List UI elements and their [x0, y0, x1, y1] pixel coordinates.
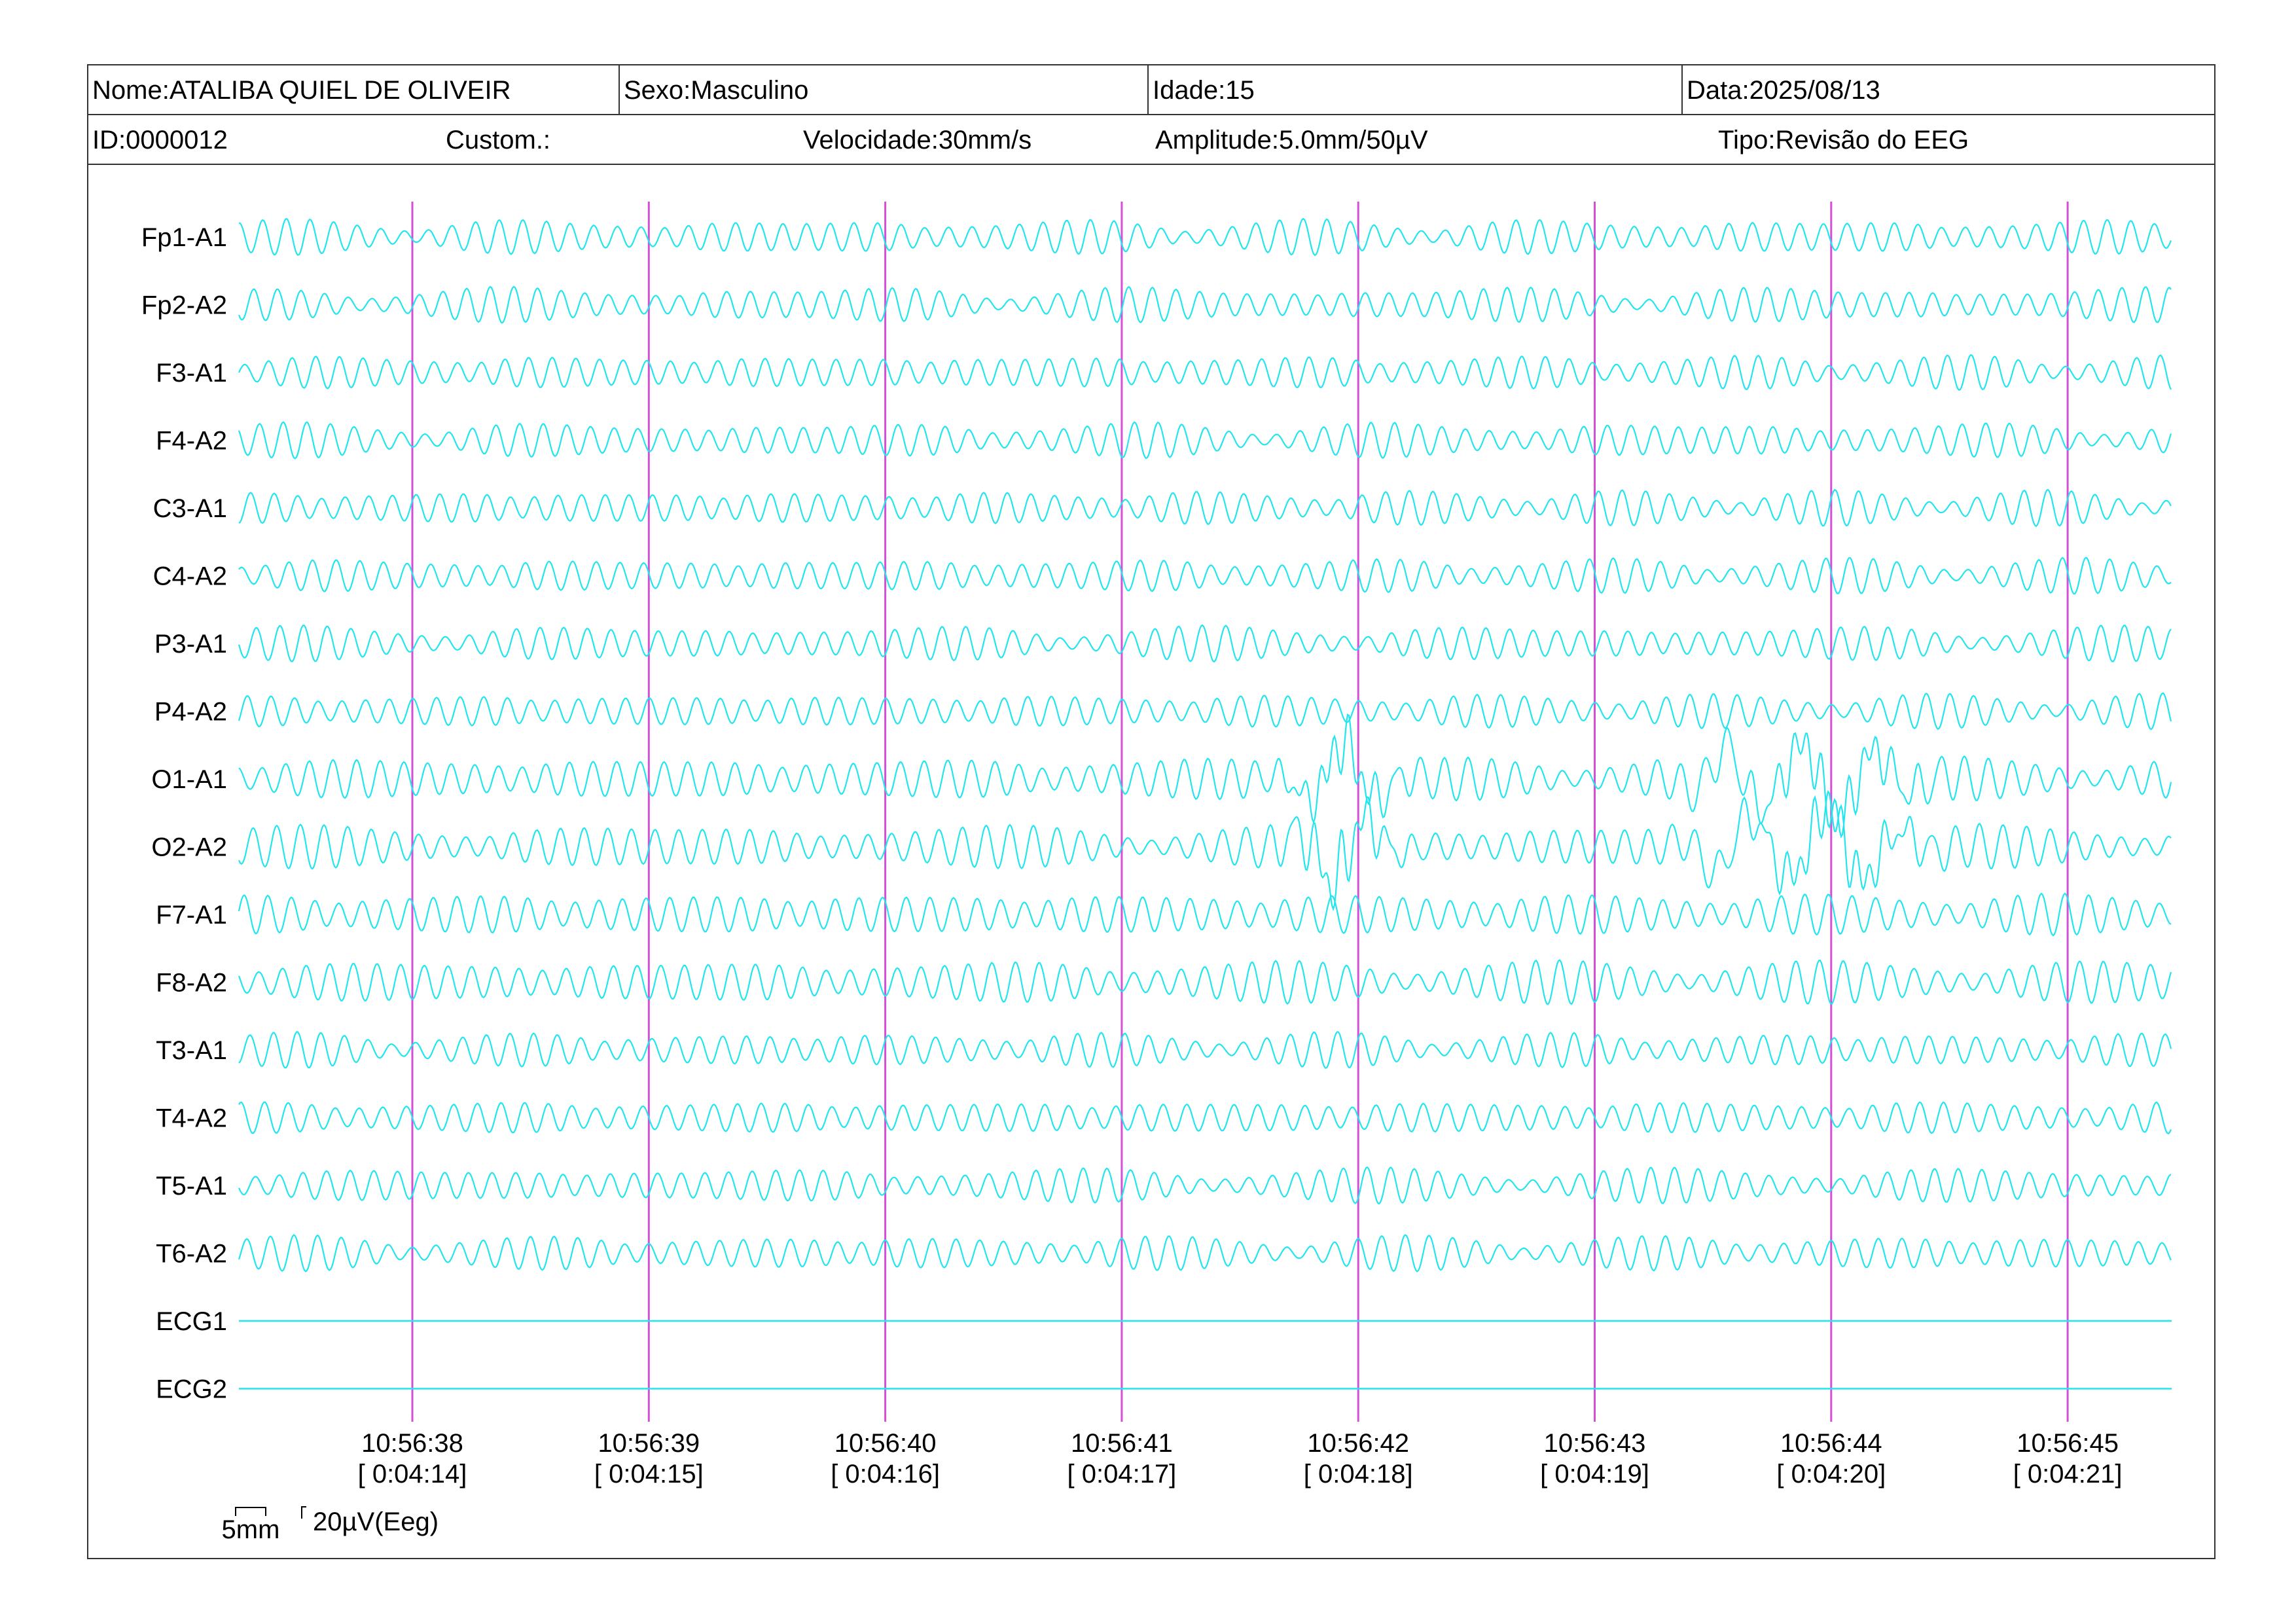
time-label-clock: 10:56:43: [1544, 1429, 1646, 1458]
channel-trace: [238, 692, 2172, 731]
channel-label: Fp2-A2: [141, 291, 227, 320]
amplitude-setting: Amplitude:5.0mm/50µV: [1155, 126, 1428, 154]
channel-trace: [238, 354, 2172, 391]
eeg-report-sheet: Nome:ATALIBA QUIEL DE OLIVEIR Sexo:Mascu…: [87, 64, 2215, 1559]
patient-id: ID:0000012: [92, 126, 228, 154]
time-label-elapsed: [ 0:04:19]: [1540, 1460, 1649, 1489]
channel-label: T5-A1: [156, 1172, 227, 1200]
channel-trace: [238, 488, 2172, 528]
patient-age: Idade:15: [1147, 65, 1681, 115]
channel-label: T3-A1: [156, 1036, 227, 1065]
time-label-elapsed: [ 0:04:18]: [1304, 1460, 1413, 1489]
channel-trace: [238, 892, 2172, 937]
channel-trace: [238, 1234, 2172, 1272]
time-label-elapsed: [ 0:04:15]: [594, 1460, 704, 1489]
channel-trace: [238, 285, 2172, 324]
channel-trace: [238, 421, 2172, 460]
time-label-clock: 10:56:39: [598, 1429, 700, 1458]
patient-name: Nome:ATALIBA QUIEL DE OLIVEIR: [92, 76, 511, 105]
channel-label: F4-A2: [156, 427, 227, 456]
channel-label: ECG1: [156, 1307, 227, 1336]
channel-label: F8-A2: [156, 969, 227, 998]
channel-label: T6-A2: [156, 1240, 227, 1269]
exam-date: Data:2025/08/13: [1681, 65, 2214, 115]
time-label-clock: 10:56:38: [361, 1429, 463, 1458]
channel-label: O2-A2: [151, 833, 227, 862]
time-label-elapsed: [ 0:04:21]: [2013, 1460, 2123, 1489]
time-label-clock: 10:56:44: [1780, 1429, 1882, 1458]
channel-trace: [238, 217, 2172, 257]
time-label-clock: 10:56:45: [2017, 1429, 2119, 1458]
channel-label: O1-A1: [151, 765, 227, 794]
channel-label: C4-A2: [153, 562, 227, 591]
channel-label: Fp1-A1: [141, 223, 227, 252]
channel-label: ECG2: [156, 1375, 227, 1404]
review-type: Tipo:Revisão do EEG: [1718, 126, 1969, 154]
time-label-elapsed: [ 0:04:16]: [831, 1460, 940, 1489]
time-label-elapsed: [ 0:04:14]: [358, 1460, 467, 1489]
time-label-clock: 10:56:42: [1307, 1429, 1409, 1458]
scale-bar-amplitude-bracket: [301, 1506, 306, 1519]
speed-setting: Velocidade:30mm/s: [803, 126, 1032, 154]
channel-label: F3-A1: [156, 359, 227, 388]
channel-trace: [238, 556, 2172, 595]
channel-trace: [238, 1101, 2172, 1135]
channel-trace: [238, 959, 2172, 1005]
header-row-settings: ID:0000012 Custom.: Velocidade:30mm/s Am…: [88, 115, 2214, 165]
channel-label: P3-A1: [154, 630, 227, 659]
channel-label: C3-A1: [153, 494, 227, 523]
time-label-elapsed: [ 0:04:17]: [1067, 1460, 1177, 1489]
header-row-patient: Nome:ATALIBA QUIEL DE OLIVEIR Sexo:Mascu…: [88, 65, 2214, 115]
time-label-clock: 10:56:41: [1071, 1429, 1173, 1458]
channel-trace: [238, 1166, 2172, 1205]
patient-sex: Sexo:Masculino: [619, 65, 1147, 115]
channel-trace: [238, 713, 2172, 839]
channel-trace: [238, 789, 2172, 912]
custom-field: Custom.:: [446, 126, 551, 154]
scale-bar-time-bracket: [235, 1507, 266, 1516]
time-label-elapsed: [ 0:04:20]: [1776, 1460, 1886, 1489]
channel-label: F7-A1: [156, 901, 227, 929]
scale-bar-time-label: 5mm: [222, 1515, 280, 1544]
time-label-clock: 10:56:40: [834, 1429, 937, 1458]
channel-label: P4-A2: [154, 698, 227, 727]
scale-bar-amplitude-label: 20µV(Eeg): [313, 1507, 439, 1536]
channel-label: T4-A2: [156, 1104, 227, 1133]
channel-trace: [238, 624, 2172, 663]
channel-trace: [238, 1031, 2172, 1069]
